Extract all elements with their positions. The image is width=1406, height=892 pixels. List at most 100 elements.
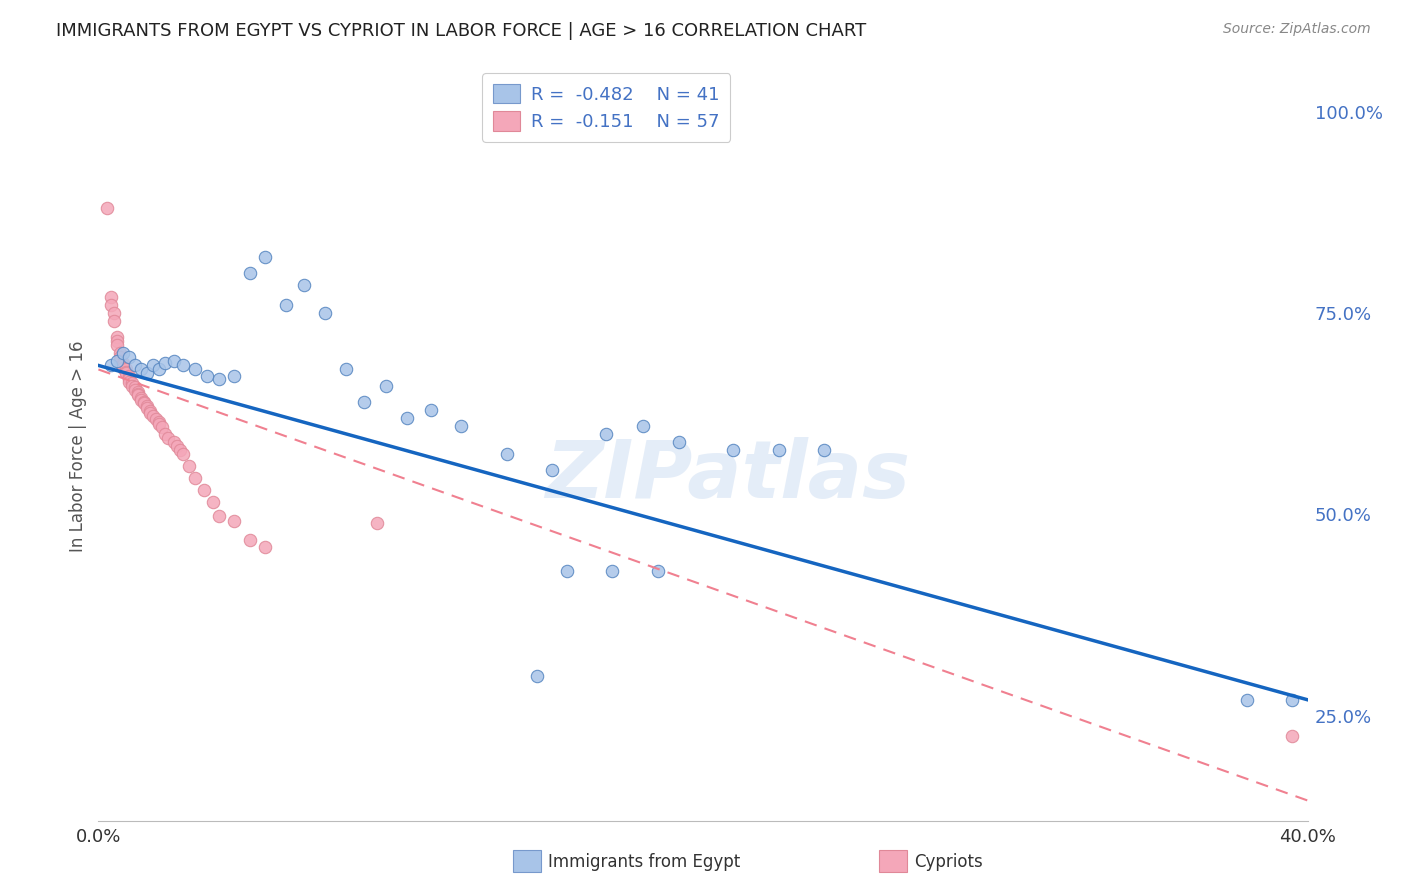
Point [239, 533, 262, 548]
Point [118, 372, 141, 386]
Point [163, 434, 186, 449]
Point [100, 359, 122, 373]
Legend: R =  -0.482    N = 41, R =  -0.151    N = 57: R = -0.482 N = 41, R = -0.151 N = 57 [482, 73, 730, 142]
Point [100, 290, 122, 304]
Point [813, 443, 835, 458]
Point [103, 314, 125, 328]
Point [148, 415, 170, 429]
Point [208, 509, 231, 524]
Point [103, 306, 125, 320]
Point [1281, 729, 1303, 743]
Point [602, 564, 624, 578]
Point [139, 404, 162, 418]
Point [118, 351, 141, 365]
Point [148, 362, 170, 376]
Point [135, 399, 157, 413]
Point [668, 434, 690, 449]
Point [184, 471, 207, 485]
Point [224, 368, 246, 383]
Point [224, 514, 246, 528]
Point [124, 359, 146, 373]
Point [124, 380, 146, 394]
Point [127, 388, 149, 402]
Point [129, 391, 152, 405]
Point [121, 378, 143, 392]
Point [148, 417, 170, 432]
Point [111, 346, 134, 360]
Point [108, 354, 131, 368]
Point [450, 418, 472, 433]
Text: ZIPatlas: ZIPatlas [544, 437, 910, 515]
Point [129, 362, 152, 376]
Point [193, 483, 215, 498]
Point [127, 384, 149, 399]
Point [121, 376, 143, 391]
Point [150, 420, 173, 434]
Point [208, 372, 231, 386]
Point [135, 401, 157, 416]
Point [114, 365, 136, 379]
Point [202, 495, 225, 509]
Point [253, 540, 276, 554]
Point [111, 359, 134, 373]
Point [129, 393, 152, 408]
Text: IMMIGRANTS FROM EGYPT VS CYPRIOT IN LABOR FORCE | AGE > 16 CORRELATION CHART: IMMIGRANTS FROM EGYPT VS CYPRIOT IN LABO… [56, 22, 866, 40]
Point [105, 330, 128, 344]
Point [1281, 693, 1303, 707]
Point [156, 431, 179, 445]
Point [595, 426, 617, 441]
Point [292, 277, 315, 292]
Point [139, 406, 162, 420]
Point [105, 354, 128, 368]
Point [153, 356, 176, 370]
Point [166, 439, 188, 453]
Point [108, 351, 131, 365]
Point [179, 459, 201, 474]
Point [118, 368, 141, 383]
Point [239, 266, 262, 280]
Point [526, 668, 548, 682]
Point [127, 386, 149, 401]
Point [111, 360, 134, 375]
Point [274, 298, 297, 312]
Point [100, 298, 122, 312]
Point [105, 334, 128, 349]
Point [647, 564, 669, 578]
Point [631, 418, 654, 433]
Point [132, 394, 155, 409]
Point [105, 338, 128, 352]
Text: Immigrants from Egypt: Immigrants from Egypt [548, 853, 741, 871]
Point [114, 367, 136, 381]
Point [335, 362, 357, 376]
Point [314, 306, 336, 320]
Point [353, 394, 375, 409]
Point [169, 443, 191, 458]
Point [135, 367, 157, 381]
Point [114, 362, 136, 376]
Point [395, 410, 418, 425]
Text: Source: ZipAtlas.com: Source: ZipAtlas.com [1223, 22, 1371, 37]
Point [118, 375, 141, 389]
Point [142, 359, 165, 373]
Point [124, 383, 146, 397]
Point [495, 447, 517, 461]
Point [172, 447, 194, 461]
Point [163, 354, 186, 368]
Text: Cypriots: Cypriots [914, 853, 983, 871]
Point [96, 202, 118, 216]
Point [184, 362, 207, 376]
Point [172, 359, 194, 373]
Point [555, 564, 578, 578]
Point [374, 378, 396, 392]
Point [540, 463, 562, 477]
Point [111, 356, 134, 370]
Point [142, 409, 165, 424]
Point [118, 370, 141, 384]
Point [768, 443, 790, 458]
Point [366, 516, 388, 530]
Point [253, 250, 276, 264]
Point [153, 426, 176, 441]
Point [420, 402, 443, 417]
Point [1236, 693, 1258, 707]
Point [132, 396, 155, 410]
